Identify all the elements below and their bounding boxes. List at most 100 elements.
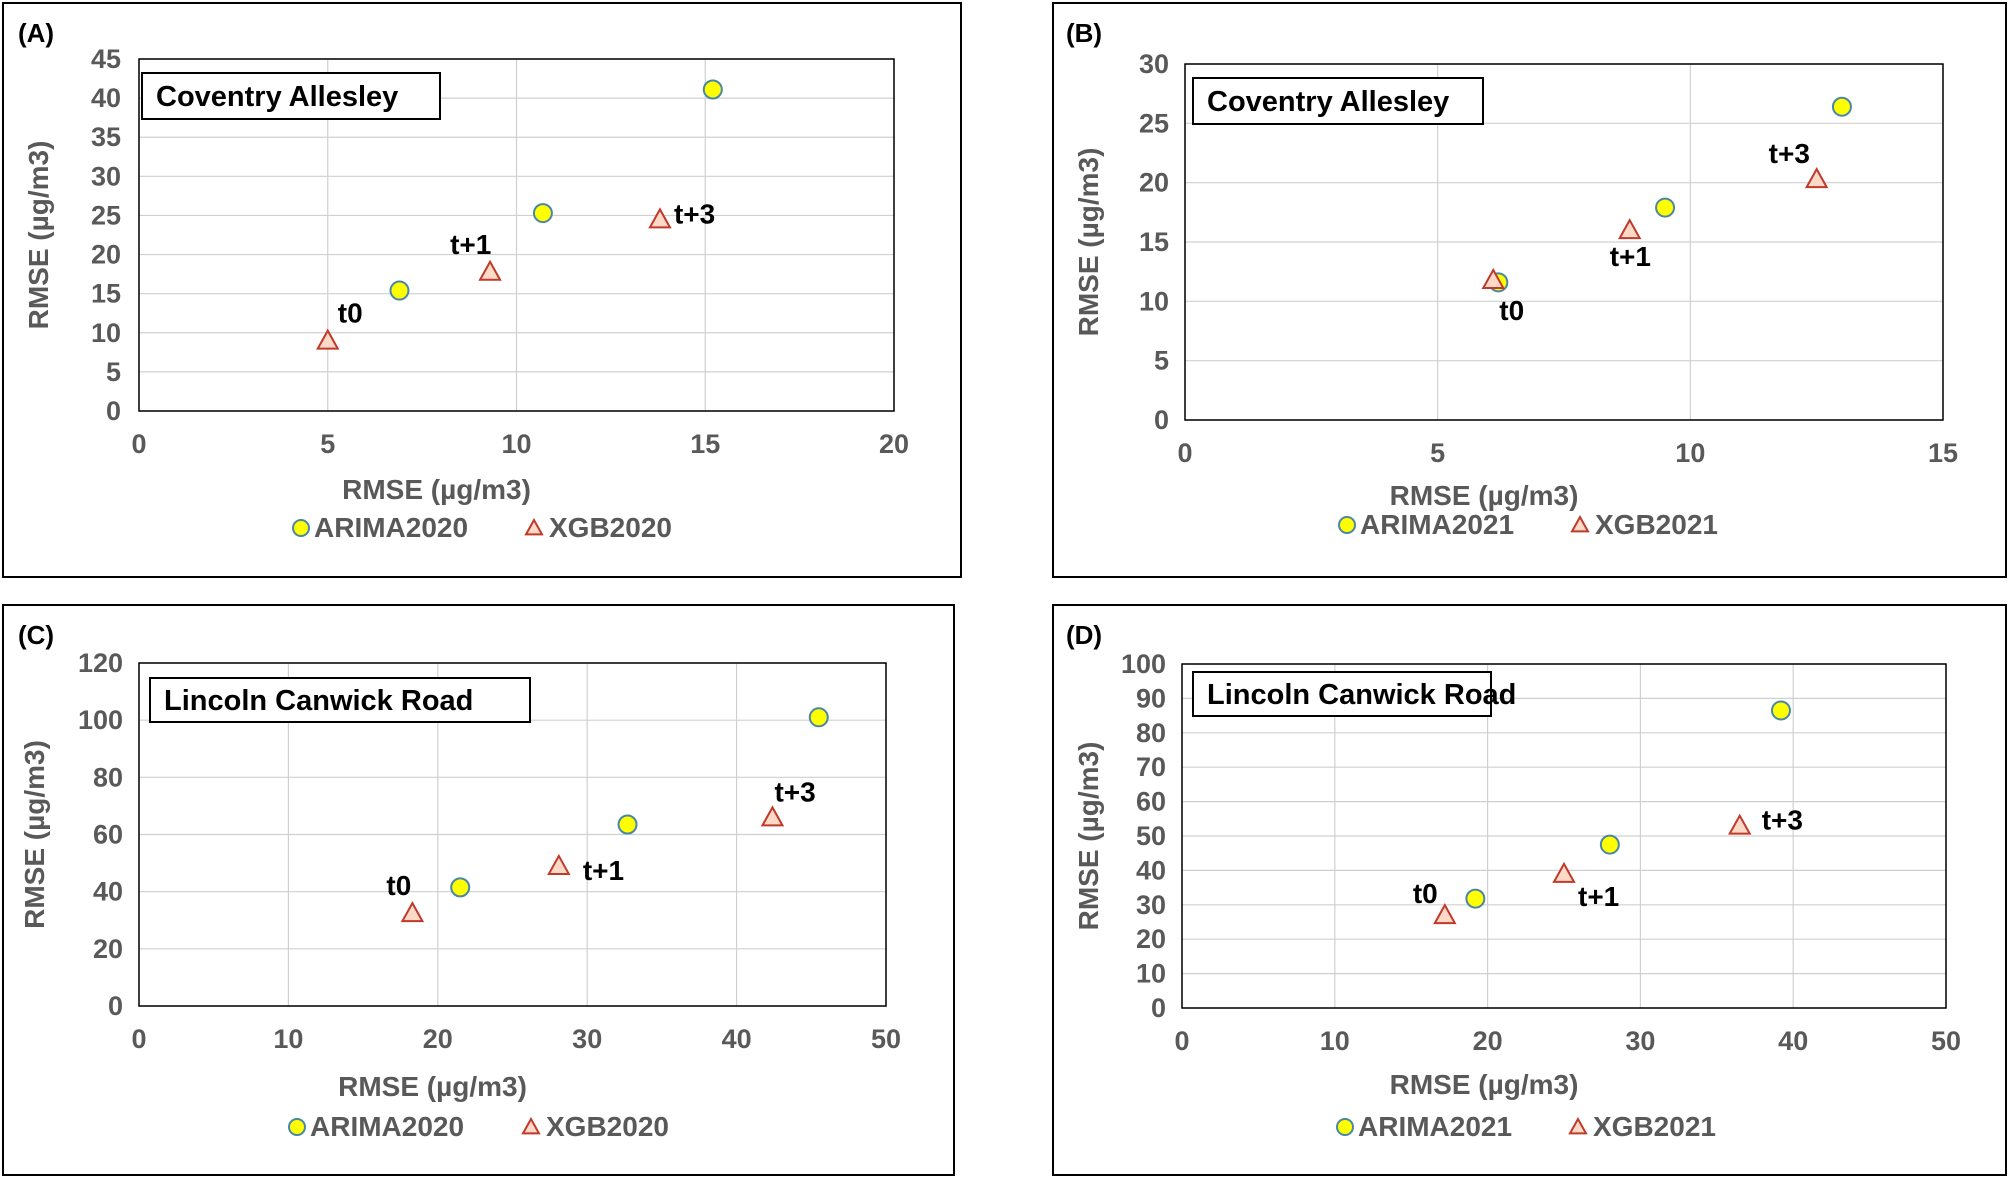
data-point-circle: [702, 79, 723, 100]
legend: ARIMA2021 XGB2021: [1336, 1111, 1716, 1142]
y-tick-label: 50: [1136, 821, 1166, 851]
site-label-box: [141, 72, 441, 120]
legend-label: ARIMA2021: [1358, 1111, 1512, 1142]
data-point-triangle: [316, 328, 340, 350]
scatter-chart-d: 0 10 20 30 40 50 60 70 80 90 100 0 10 20 30 40 50 RMSE (µ…: [1066, 620, 1961, 1142]
x-axis-title: RMSE (µg/m3): [1390, 1069, 1579, 1100]
legend-label: XGB2020: [549, 512, 672, 543]
x-tick-label: 20: [1473, 1026, 1503, 1056]
y-tick-label: 10: [1139, 286, 1169, 316]
data-label: t0: [1499, 295, 1524, 326]
x-axis-title: RMSE (µg/m3): [342, 474, 531, 505]
data-point-triangle: [1433, 903, 1457, 925]
x-tick-label: 40: [1778, 1026, 1808, 1056]
x-tick-label: 15: [1928, 438, 1958, 468]
y-tick-label: 25: [91, 200, 121, 230]
x-tick-label: 15: [690, 429, 720, 459]
legend-marker-circle: [1336, 1118, 1354, 1136]
y-tick-label: 5: [106, 357, 121, 387]
chart-panel-c: 0 20 40 60 80 100 120 0 10 20 30 40 50 RMSE (µg/m3) RM…: [2, 604, 955, 1176]
x-tick-label: 0: [1174, 1026, 1189, 1056]
y-axis-title: RMSE (µg/m3): [19, 740, 50, 929]
site-label: Lincoln Canwick Road: [164, 685, 473, 717]
data-label: t+1: [583, 855, 624, 886]
y-tick-label: 45: [91, 44, 121, 74]
y-tick-label: 0: [106, 396, 121, 426]
data-point-triangle: [760, 805, 785, 827]
legend: ARIMA2020 XGB2020: [292, 512, 672, 543]
site-label: Lincoln Canwick Road: [1207, 679, 1516, 711]
data-point-circle: [1655, 197, 1676, 218]
site-label-box: [1192, 671, 1492, 717]
data-label: t+3: [674, 198, 715, 229]
x-tick-label: 0: [131, 1024, 146, 1054]
x-tick-label: 5: [320, 429, 335, 459]
x-tick-label: 50: [871, 1024, 901, 1054]
y-tick-label: 30: [1139, 49, 1169, 79]
chart-panel-a: 0 5 10 15 20 25 30 35 40 45 0 5 10 15 20 RMSE (µg/m3) RM…: [2, 2, 962, 578]
data-point-circle: [389, 280, 410, 301]
y-axis-title: RMSE (µg/m3): [23, 141, 54, 330]
series-XGB2020: t0 t+1 t+3: [386, 776, 816, 923]
data-point-triangle: [478, 259, 502, 281]
series-XGB2021: t0 t+1 t+3: [1481, 138, 1829, 326]
plot-area-border: [1181, 663, 1947, 1009]
legend-marker-circle: [292, 519, 310, 537]
y-tick-label: 70: [1136, 752, 1166, 782]
site-label-box: [149, 677, 531, 723]
data-point-circle: [1770, 700, 1791, 721]
data-label: t+1: [450, 229, 491, 260]
data-point-triangle: [1804, 167, 1829, 189]
y-tick-label: 25: [1139, 108, 1169, 138]
y-tick-label: 5: [1154, 346, 1169, 376]
panel-letter: (B): [1066, 18, 1102, 48]
y-tick-label: 120: [78, 648, 123, 678]
legend-label: XGB2020: [546, 1111, 669, 1142]
y-tick-label: 60: [1136, 787, 1166, 817]
data-point-triangle: [547, 853, 571, 875]
data-label: t+3: [1769, 138, 1810, 169]
data-point-circle: [532, 203, 553, 224]
x-axis-title: RMSE (µg/m3): [1390, 480, 1579, 511]
y-tick-label: 35: [91, 122, 121, 152]
legend-label: ARIMA2020: [310, 1111, 464, 1142]
data-point-circle: [808, 707, 829, 728]
data-label: t0: [1413, 878, 1438, 909]
y-tick-label: 30: [1136, 890, 1166, 920]
data-label: t+1: [1578, 881, 1619, 912]
y-tick-label: 15: [1139, 227, 1169, 257]
panel-letter: (D): [1066, 620, 1102, 650]
y-axis-title: RMSE (µg/m3): [1073, 148, 1104, 337]
x-tick-label: 10: [1675, 438, 1705, 468]
x-tick-label: 10: [501, 429, 531, 459]
data-label: t+1: [1610, 241, 1651, 272]
y-tick-label: 80: [1136, 718, 1166, 748]
series-ARIMA2020: [450, 707, 829, 898]
legend-label: ARIMA2020: [314, 512, 468, 543]
y-tick-label: 20: [1136, 924, 1166, 954]
series-ARIMA2021: [1465, 700, 1791, 909]
y-tick-label: 40: [93, 877, 123, 907]
legend-marker-triangle: [524, 517, 544, 536]
site-label: Coventry Allesley: [1207, 86, 1449, 118]
y-tick-label: 0: [1151, 993, 1166, 1023]
x-tick-label: 0: [131, 429, 146, 459]
legend-marker-circle: [288, 1118, 306, 1136]
legend-marker-triangle: [1570, 514, 1590, 533]
y-tick-label: 80: [93, 762, 123, 792]
data-point-triangle: [648, 207, 672, 229]
y-tick-label: 20: [93, 934, 123, 964]
x-tick-label: 20: [879, 429, 909, 459]
panel-letter: (C): [18, 620, 54, 650]
y-tick-label: 30: [91, 161, 121, 191]
data-point-triangle: [1617, 218, 1642, 240]
legend-label: XGB2021: [1593, 1111, 1716, 1142]
x-tick-label: 10: [273, 1024, 303, 1054]
legend-label: XGB2021: [1595, 509, 1718, 540]
x-tick-label: 30: [1625, 1026, 1655, 1056]
site-label-box: [1192, 77, 1484, 125]
x-tick-label: 0: [1177, 438, 1192, 468]
y-tick-label: 0: [1154, 405, 1169, 435]
y-tick-label: 100: [1121, 649, 1166, 679]
x-tick-label: 50: [1931, 1026, 1961, 1056]
